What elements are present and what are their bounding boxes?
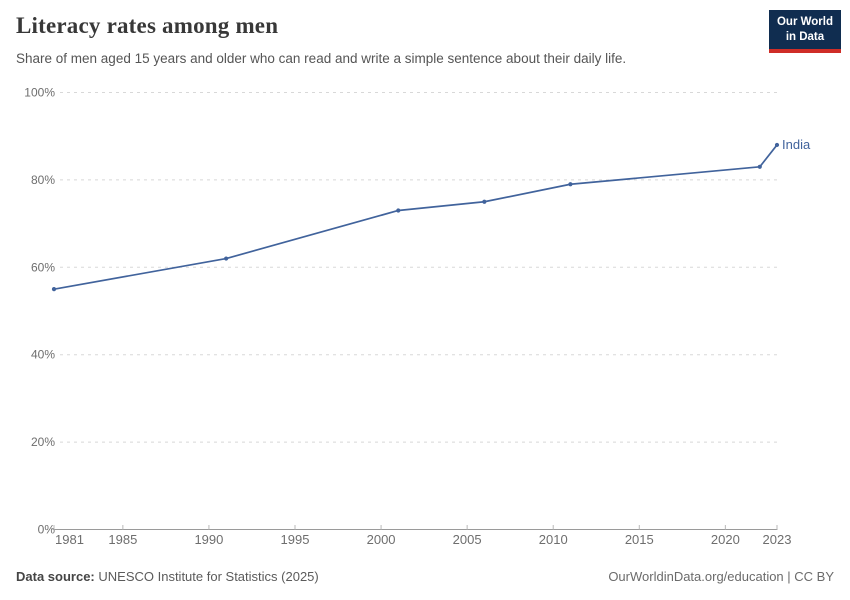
y-tick-label-60: 60%: [31, 260, 55, 274]
data-point-india-2023: [774, 142, 780, 148]
x-tick-label-1995: 1995: [281, 532, 310, 547]
x-tick-label-2023: 2023: [763, 532, 792, 547]
x-tick-label-1985: 1985: [108, 532, 137, 547]
data-point-india-2006: [482, 199, 487, 204]
data-source-label: Data source:: [16, 569, 95, 584]
y-tick-label-100: 100%: [24, 86, 55, 100]
credit-link[interactable]: OurWorldinData.org/education | CC BY: [608, 569, 834, 584]
y-tick-label-80: 80%: [31, 173, 55, 187]
data-point-india-2022: [757, 164, 762, 169]
x-tick-label-1981: 1981: [55, 532, 84, 547]
series-label-india: India: [782, 137, 811, 152]
x-tick-label-1990: 1990: [194, 532, 223, 547]
data-point-india-2001: [396, 208, 401, 213]
x-tick-label-2005: 2005: [453, 532, 482, 547]
data-point-india-2011: [568, 182, 573, 187]
data-point-india-1981: [51, 287, 57, 292]
x-tick-label-2020: 2020: [711, 532, 740, 547]
x-tick-label-2010: 2010: [539, 532, 568, 547]
data-point-india-1991: [224, 256, 229, 261]
x-tick-label-2015: 2015: [625, 532, 654, 547]
data-source: Data source: UNESCO Institute for Statis…: [16, 569, 319, 584]
y-tick-label-40: 40%: [31, 348, 55, 362]
y-tick-label-0: 0%: [38, 523, 56, 537]
owid-logo-line2: in Data: [785, 31, 825, 44]
owid-logo[interactable]: Our World in Data: [768, 10, 841, 54]
x-tick-label-2000: 2000: [367, 532, 396, 547]
chart-subtitle: Share of men aged 15 years and older who…: [16, 51, 627, 66]
owid-logo-line1: Our World: [776, 16, 833, 28]
y-tick-label-20: 20%: [31, 435, 55, 449]
data-source-text: UNESCO Institute for Statistics (2025): [98, 569, 319, 584]
data-line-india: [53, 144, 778, 290]
chart-title: Literacy rates among men: [16, 13, 279, 38]
